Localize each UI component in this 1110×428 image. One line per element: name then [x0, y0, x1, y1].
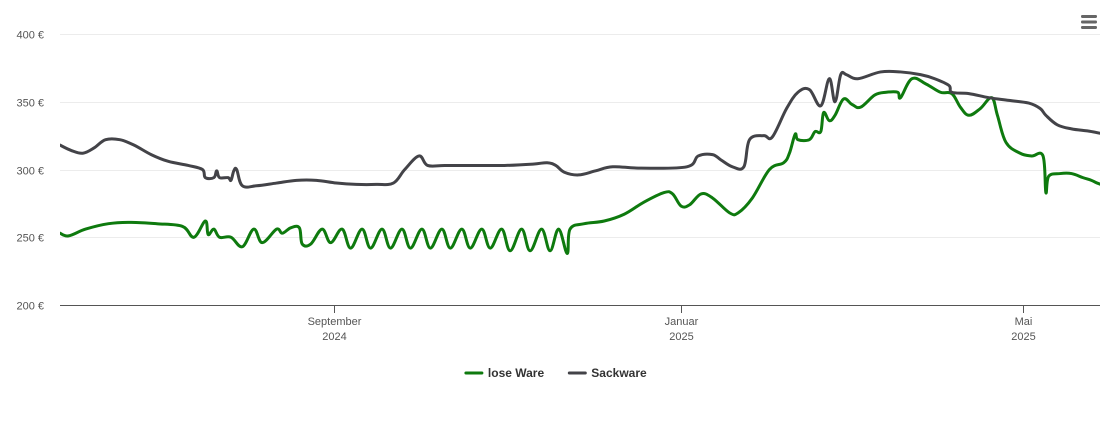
- hamburger-menu-icon[interactable]: [1080, 14, 1098, 30]
- y-tick-label: 200 €: [16, 301, 44, 313]
- x-tick-sublabel: 2025: [669, 331, 693, 343]
- x-tick-label: Mai: [1015, 316, 1033, 328]
- y-tick-label: 250 €: [16, 233, 44, 245]
- y-tick-label: 350 €: [16, 98, 44, 110]
- legend-item-sackware[interactable]: Sackware: [567, 366, 647, 380]
- series-line-lose-ware[interactable]: [60, 76, 1110, 256]
- series-line-sackware[interactable]: [60, 69, 1110, 189]
- x-tick-label: Januar: [665, 316, 699, 328]
- x-tick-sublabel: 2024: [322, 331, 346, 343]
- legend-item-lose-ware[interactable]: lose Ware: [464, 366, 545, 380]
- y-axis: 200 € 250 € 300 € 350 € 400 €: [16, 30, 44, 313]
- legend-label: Sackware: [591, 366, 647, 380]
- series-lines: [60, 69, 1110, 256]
- x-tick-sublabel: 2025: [1011, 331, 1035, 343]
- y-tick-label: 400 €: [16, 30, 44, 42]
- legend-label: lose Ware: [488, 366, 545, 380]
- x-axis: September 2024 Januar 2025 Mai 2025: [60, 305, 1100, 343]
- legend: lose Ware Sackware: [464, 366, 647, 380]
- y-tick-label: 300 €: [16, 166, 44, 178]
- x-tick-label: September: [308, 316, 362, 328]
